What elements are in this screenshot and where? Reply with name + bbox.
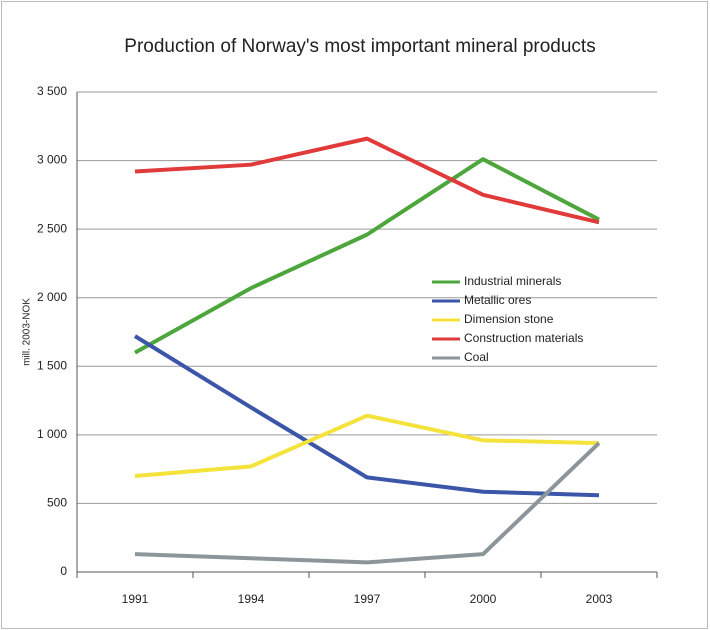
x-tick-label: 2003 <box>586 592 613 606</box>
y-tick-label: 1 000 <box>37 427 67 441</box>
series-line <box>134 413 600 478</box>
legend-label: Dimension stone <box>464 312 554 326</box>
y-tick-label: 1 500 <box>37 358 67 372</box>
legend-label: Metallic ores <box>464 293 531 307</box>
y-tick-label: 3 000 <box>37 153 67 167</box>
y-tick-label: 500 <box>47 496 67 510</box>
series-line <box>134 136 600 225</box>
y-tick-label: 2 500 <box>37 221 67 235</box>
x-tick-label: 1997 <box>354 592 381 606</box>
chart-title: Production of Norway's most important mi… <box>124 36 595 57</box>
y-axis-label: mill. 2003-NOK <box>22 298 33 366</box>
x-tick-label: 1994 <box>238 592 265 606</box>
y-tick-label: 3 500 <box>37 84 67 98</box>
series-line <box>133 334 600 498</box>
series-line <box>134 441 601 565</box>
legend-label: Coal <box>464 350 489 364</box>
x-tick-label: 1991 <box>122 592 149 606</box>
legend-label: Industrial minerals <box>464 274 561 288</box>
series-line <box>134 157 600 355</box>
x-tick-label: 2000 <box>470 592 497 606</box>
y-tick-label: 0 <box>60 564 67 578</box>
y-tick-label: 2 000 <box>37 290 67 304</box>
legend-label: Construction materials <box>464 331 583 345</box>
